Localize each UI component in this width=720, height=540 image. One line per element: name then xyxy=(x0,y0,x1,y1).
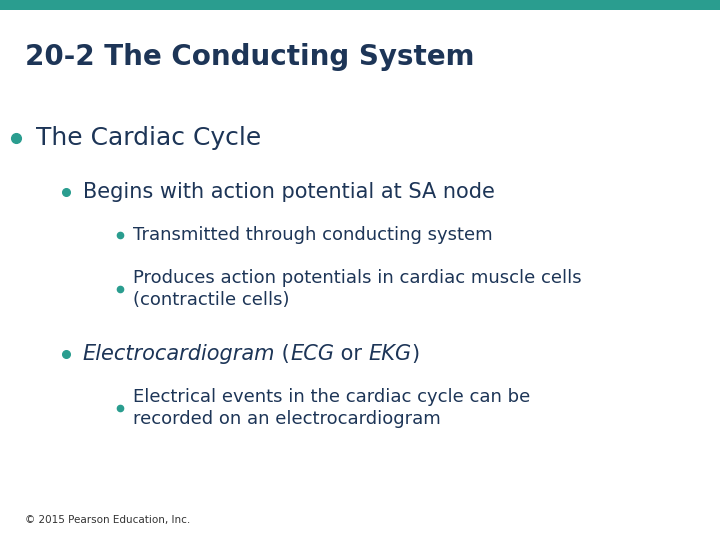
Text: 20-2 The Conducting System: 20-2 The Conducting System xyxy=(25,43,474,71)
Text: Produces action potentials in cardiac muscle cells
(contractile cells): Produces action potentials in cardiac mu… xyxy=(133,269,582,309)
Text: The Cardiac Cycle: The Cardiac Cycle xyxy=(36,126,261,150)
Text: Electrical events in the cardiac cycle can be
recorded on an electrocardiogram: Electrical events in the cardiac cycle c… xyxy=(133,388,531,428)
Text: Electrocardiogram: Electrocardiogram xyxy=(83,343,275,364)
Text: or: or xyxy=(334,343,369,364)
Text: ECG: ECG xyxy=(290,343,334,364)
Text: Begins with action potential at SA node: Begins with action potential at SA node xyxy=(83,181,495,202)
Text: (: ( xyxy=(275,343,290,364)
Text: © 2015 Pearson Education, Inc.: © 2015 Pearson Education, Inc. xyxy=(25,515,191,525)
Text: Transmitted through conducting system: Transmitted through conducting system xyxy=(133,226,492,244)
Text: EKG: EKG xyxy=(369,343,412,364)
Text: ): ) xyxy=(412,343,420,364)
FancyBboxPatch shape xyxy=(0,0,720,10)
